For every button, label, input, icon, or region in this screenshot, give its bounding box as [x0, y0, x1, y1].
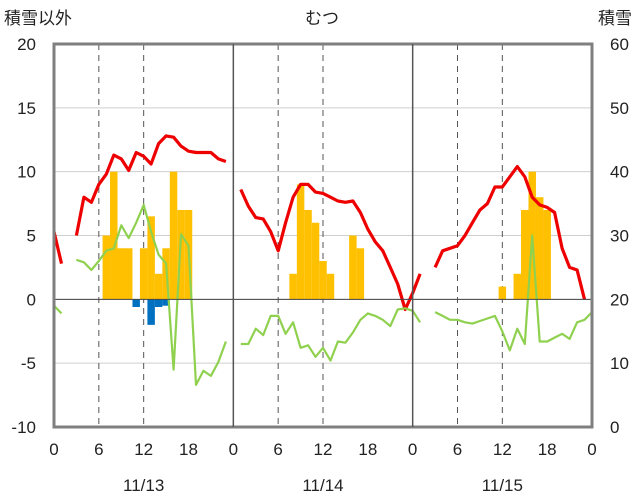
plot-frame	[52, 42, 594, 429]
snow-bar	[356, 248, 365, 300]
snow-bar	[535, 197, 544, 300]
snow-bar	[289, 273, 297, 300]
grid-layer	[54, 43, 592, 428]
x-tick-label: 18	[179, 440, 198, 459]
snow-bar	[498, 286, 507, 300]
snow-bar	[349, 235, 357, 300]
x-tick-label: 18	[358, 440, 377, 459]
snow-bar	[154, 273, 163, 300]
snow-bar-negative	[132, 299, 140, 307]
right-tick-label: 30	[610, 227, 629, 246]
x-tick-label: 12	[314, 440, 333, 459]
snow-bar	[169, 171, 178, 300]
chart-title: むつ	[305, 9, 339, 28]
x-tick-label: 18	[538, 440, 557, 459]
x-tick-label: 12	[134, 440, 153, 459]
x-tick-label: 0	[587, 440, 596, 459]
right-axis-label: 積雪	[598, 9, 632, 28]
left-tick-labels: 20 15 10 5 0 -5 -10	[11, 35, 36, 437]
snow-bar	[124, 248, 133, 300]
snow-bar	[543, 209, 551, 300]
left-tick-label: 10	[17, 163, 36, 182]
snow-bar	[304, 209, 312, 300]
snow-bar	[521, 209, 529, 300]
right-tick-label: 40	[610, 163, 629, 182]
series-line-2	[53, 203, 593, 386]
date-labels: 11/13 11/14 11/15	[123, 476, 523, 495]
left-tick-label: -10	[11, 418, 36, 437]
snow-bar	[311, 222, 320, 300]
left-axis-label: 積雪以外	[4, 9, 72, 28]
left-tick-label: 15	[17, 99, 36, 118]
snow-bar-negative	[147, 299, 155, 325]
right-tick-label: 50	[610, 99, 629, 118]
left-tick-label: 5	[27, 227, 36, 246]
right-tick-label: 60	[610, 35, 629, 54]
left-tick-label: 20	[17, 35, 36, 54]
x-tick-label: 0	[49, 440, 58, 459]
left-tick-label: 0	[27, 290, 36, 309]
frame-layer	[52, 42, 594, 429]
snow-bar	[102, 235, 111, 300]
snow-bar-negative	[154, 299, 163, 307]
x-tick-label: 0	[408, 440, 417, 459]
right-tick-label: 20	[610, 290, 629, 309]
snow-bar	[177, 209, 185, 300]
x-tick-label: 0	[229, 440, 238, 459]
snow-bar	[319, 261, 327, 300]
snow-bar	[513, 273, 522, 300]
snow-bar	[147, 216, 155, 300]
right-tick-label: 0	[610, 418, 619, 437]
snow-bar	[117, 248, 125, 300]
x-tick-label: 6	[94, 440, 103, 459]
snow-bar-negative	[162, 299, 170, 306]
x-tick-label: 6	[453, 440, 462, 459]
snow-bar	[139, 248, 148, 300]
series-line-1	[52, 134, 587, 312]
x-tick-label: 12	[493, 440, 512, 459]
snow-bar	[110, 171, 118, 300]
date-label: 11/13	[123, 476, 164, 495]
right-tick-label: 10	[610, 354, 629, 373]
right-tick-labels: 60 50 40 30 20 10 0	[610, 35, 629, 437]
x-tick-label: 6	[273, 440, 282, 459]
x-tick-labels: 0 6 12 18 0 6 12 18 0 6 12 18 0	[49, 440, 596, 459]
date-label: 11/15	[482, 476, 523, 495]
snow-bar	[326, 273, 335, 300]
date-label: 11/14	[302, 476, 343, 495]
snow-bar	[296, 184, 305, 300]
left-tick-label: -5	[21, 354, 36, 373]
